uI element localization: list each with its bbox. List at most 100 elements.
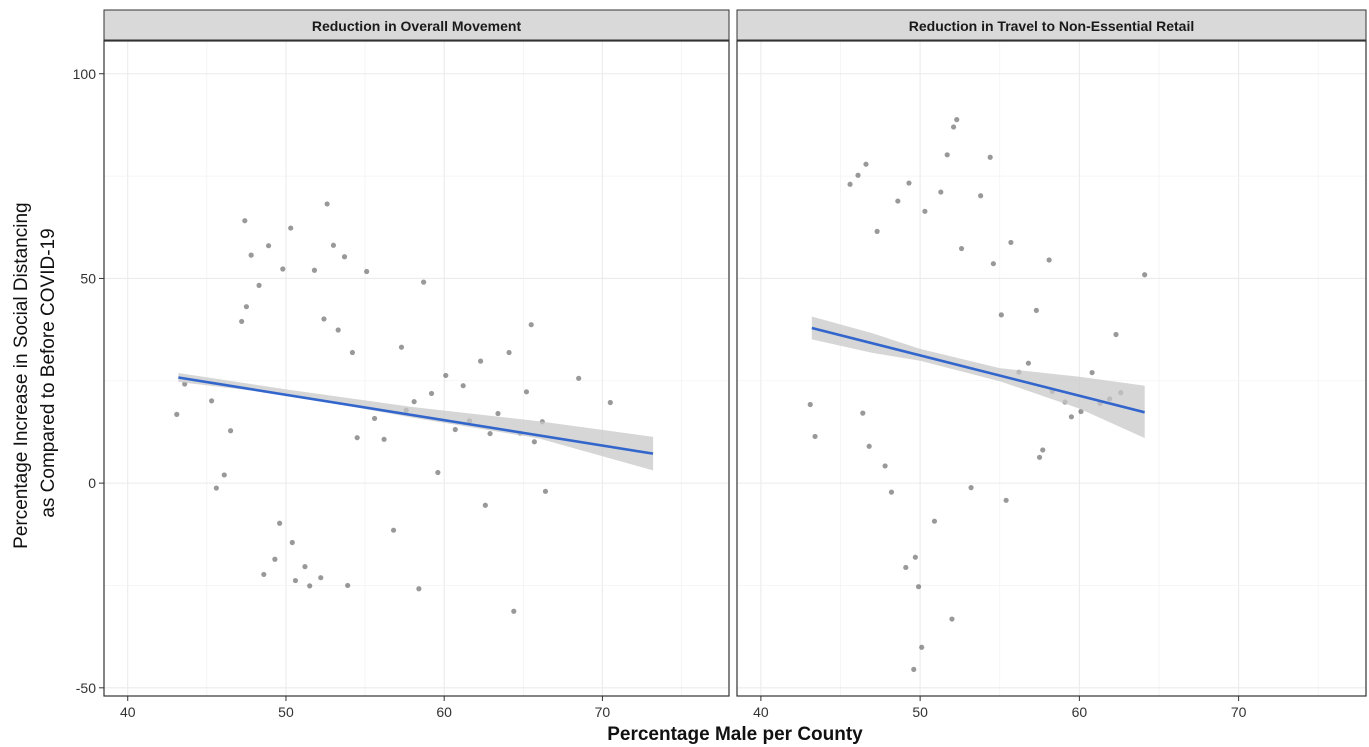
data-point <box>477 358 484 364</box>
data-point <box>495 410 501 417</box>
scatter-points <box>807 117 1148 672</box>
y-axis-ticks: -50 0 50 100 <box>73 66 104 696</box>
data-point <box>411 399 417 405</box>
data-point <box>895 198 901 204</box>
data-point <box>416 586 422 592</box>
data-point <box>938 189 944 195</box>
y-tick-label: 0 <box>88 475 96 491</box>
data-point <box>1046 257 1052 263</box>
data-point <box>812 433 818 440</box>
data-point <box>1078 408 1084 415</box>
data-point <box>807 401 813 408</box>
data-point <box>307 583 313 589</box>
data-point <box>311 267 318 273</box>
data-point <box>1068 414 1075 420</box>
data-point <box>239 318 245 325</box>
data-point <box>248 252 254 258</box>
data-point <box>398 344 405 350</box>
regression-line <box>178 376 654 455</box>
data-point <box>1113 331 1119 338</box>
data-point <box>911 666 917 672</box>
data-point <box>487 430 493 437</box>
data-point <box>354 435 360 441</box>
data-point <box>903 564 909 571</box>
data-point <box>906 180 912 186</box>
data-point <box>390 527 397 533</box>
y-tick-label: -50 <box>76 680 96 696</box>
regression-line <box>811 326 1145 414</box>
data-point <box>531 439 537 445</box>
plot-panel-background <box>104 41 729 696</box>
data-point <box>265 243 272 249</box>
data-point <box>1036 454 1043 460</box>
data-point <box>335 327 341 333</box>
x-tick-label: 60 <box>1072 704 1088 720</box>
confidence-band <box>178 373 654 471</box>
data-point <box>243 304 250 310</box>
data-point <box>523 389 530 395</box>
data-point <box>847 181 853 187</box>
y-axis-title: Percentage Increase in Social Distancing… <box>11 197 59 549</box>
data-point <box>292 577 299 584</box>
data-point <box>288 225 294 231</box>
x-axis-ticks: 40 50 60 70 <box>753 696 1247 720</box>
x-tick-label: 60 <box>436 704 452 720</box>
data-point <box>261 571 267 578</box>
data-point <box>860 410 866 416</box>
data-point <box>345 582 351 589</box>
data-point <box>990 261 996 267</box>
data-point <box>1003 497 1009 503</box>
data-point <box>341 254 348 260</box>
data-point <box>958 245 965 252</box>
data-point <box>289 539 295 546</box>
data-point <box>174 411 180 417</box>
facet-strip <box>736 9 1367 41</box>
data-point <box>272 556 278 562</box>
data-point <box>882 463 888 469</box>
data-point <box>944 152 950 158</box>
data-point <box>874 228 880 234</box>
x-tick-label: 50 <box>912 704 928 720</box>
data-point <box>371 415 378 422</box>
confidence-band <box>811 316 1145 439</box>
panel-border <box>736 40 1367 697</box>
data-point <box>421 279 427 285</box>
x-tick-label: 50 <box>278 704 294 720</box>
data-point <box>1025 360 1032 366</box>
x-tick-label: 70 <box>595 704 611 720</box>
data-point <box>242 218 248 224</box>
data-point <box>915 584 922 590</box>
data-point <box>318 575 324 581</box>
data-point <box>931 518 938 524</box>
y-axis-title-line-1: Percentage Increase in Social Distancing <box>11 202 32 548</box>
x-tick-label: 40 <box>753 704 769 720</box>
facet-title: Reduction in Overall Movement <box>312 18 522 34</box>
y-axis-title-line-2: as Compared to Before COVID-19 <box>38 228 59 517</box>
facet-strip <box>103 9 730 41</box>
data-point <box>452 426 458 433</box>
data-point <box>302 564 308 570</box>
data-point <box>364 268 370 275</box>
panel-border <box>103 40 730 697</box>
data-point <box>987 154 993 160</box>
data-point <box>227 428 234 434</box>
data-point <box>866 443 872 449</box>
data-point <box>542 488 549 494</box>
data-point <box>277 520 283 526</box>
data-point <box>576 375 582 381</box>
plot-panel-background <box>737 41 1366 696</box>
y-tick-label: 100 <box>73 66 97 82</box>
panel-overall-movement: Reduction in Overall Movement 40 50 60 70 <box>103 9 730 720</box>
data-point <box>381 436 387 442</box>
data-point <box>863 161 869 167</box>
panel-non-essential-retail: Reduction in Travel to Non-Essential Ret… <box>736 9 1367 720</box>
x-axis-ticks: 40 50 60 70 <box>120 696 610 720</box>
data-point <box>855 172 861 178</box>
data-point <box>349 349 356 356</box>
data-point <box>1142 272 1148 278</box>
facet-title: Reduction in Travel to Non-Essential Ret… <box>909 18 1195 34</box>
data-point <box>919 644 925 650</box>
data-point <box>208 398 215 404</box>
data-point <box>221 472 227 478</box>
